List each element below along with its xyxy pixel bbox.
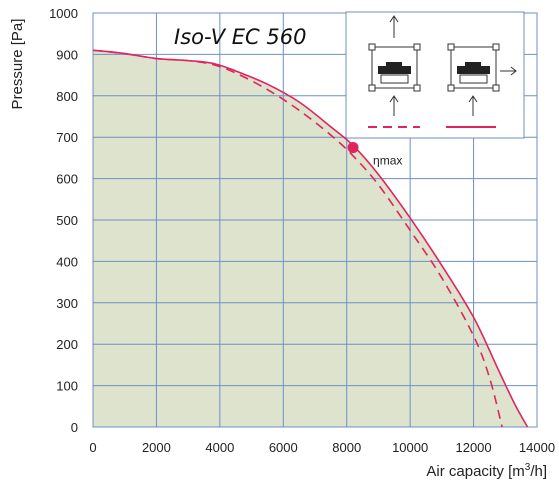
eta-max-label: ηmax [373, 154, 402, 168]
y-tick-label: 800 [56, 89, 78, 104]
y-tick-label: 400 [56, 254, 78, 269]
x-tick-label: 6000 [269, 440, 298, 455]
fan-diagram-side-outlet-icon [447, 43, 517, 116]
y-axis-label: Pressure [Pa] [9, 19, 26, 110]
series-line-solid [92, 49, 529, 428]
y-tick-label: 300 [56, 296, 78, 311]
x-tick-label: 0 [89, 440, 96, 455]
y-tick-label: 1000 [49, 6, 78, 21]
y-tick-label: 500 [56, 213, 78, 228]
x-tick-label: 4000 [205, 440, 234, 455]
chart-title: Iso-V EC 560 [174, 25, 306, 49]
eta-max-point [347, 142, 359, 154]
x-tick-label: 12000 [455, 440, 491, 455]
y-tick-label: 200 [56, 337, 78, 352]
x-tick-label: 2000 [142, 440, 171, 455]
y-tick-label: 900 [56, 47, 78, 62]
fan-diagram-vertical-outlet-icon [368, 15, 421, 116]
legend-inset [345, 11, 525, 139]
plot-frame [92, 12, 538, 428]
x-tick-labels: 0 2000 4000 6000 8000 10000 12000 14000 [89, 440, 555, 455]
y-tick-label: 600 [56, 172, 78, 187]
plot-area: ηmax [92, 11, 538, 428]
x-axis-label: Air capacity [m3/h] [426, 462, 547, 480]
operating-area-fill [93, 50, 528, 427]
x-tick-label: 10000 [392, 440, 428, 455]
y-tick-label: 100 [56, 379, 78, 394]
y-tick-labels: 0 100 200 300 400 500 600 700 800 900 1000 [49, 6, 78, 435]
y-tick-label: 700 [56, 130, 78, 145]
x-tick-label: 14000 [519, 440, 555, 455]
x-tick-label: 8000 [332, 440, 361, 455]
y-tick-label: 0 [71, 420, 78, 435]
